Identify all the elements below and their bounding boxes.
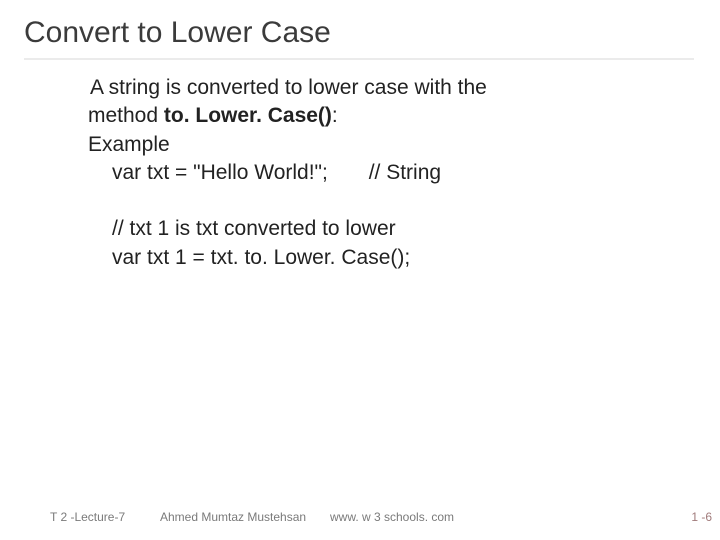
footer-author: Ahmed Mumtaz Mustehsan	[160, 510, 306, 524]
body-text-comment: // String	[369, 161, 441, 184]
footer-page: 1 -6	[691, 510, 712, 524]
body-line-4: // txt 1 is txt converted to lower	[112, 215, 648, 243]
body-line-5: var txt 1 = txt. to. Lower. Case();	[112, 244, 648, 272]
slide-title: Convert to Lower Case	[24, 16, 331, 50]
body-line-2: Example	[88, 131, 648, 159]
body-text: A string is converted to lower case with…	[90, 76, 487, 99]
body-text: var txt = "Hello World!";	[112, 161, 328, 184]
title-underline	[24, 58, 694, 60]
footer-site: www. w 3 schools. com	[330, 510, 454, 524]
body-text: Example	[88, 133, 170, 156]
body-line-1b: method to. Lower. Case():	[88, 102, 648, 130]
body-text: var txt 1 = txt. to. Lower. Case();	[112, 246, 410, 269]
body-text: method	[88, 104, 164, 127]
body-text: :	[332, 104, 338, 127]
body-text: // txt 1 is txt converted to lower	[112, 217, 396, 240]
paragraph-gap	[88, 187, 648, 215]
body-line-1: ෢A string is converted to lower case wit…	[88, 74, 648, 102]
slide-body: ෢A string is converted to lower case wit…	[88, 74, 648, 272]
body-line-3: var txt = "Hello World!"; // String	[112, 159, 648, 187]
body-text-bold: to. Lower. Case()	[164, 104, 332, 127]
footer-lecture: T 2 -Lecture-7	[50, 510, 125, 524]
slide: Convert to Lower Case ෢A string is conve…	[0, 0, 720, 540]
